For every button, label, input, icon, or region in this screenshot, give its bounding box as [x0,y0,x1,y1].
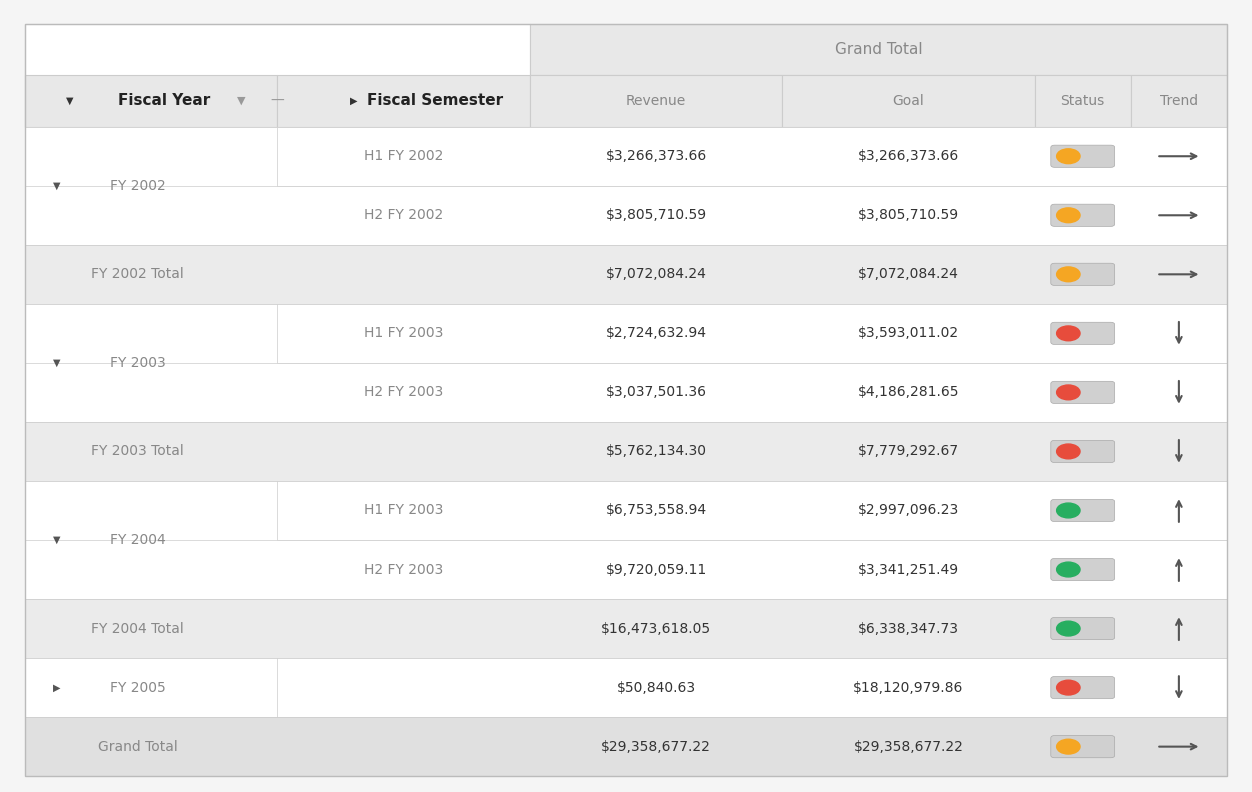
Text: $9,720,059.11: $9,720,059.11 [606,562,706,577]
Text: FY 2002 Total: FY 2002 Total [91,268,184,281]
Text: ▼: ▼ [53,358,60,367]
Text: Fiscal Semester: Fiscal Semester [367,93,503,109]
Text: $6,753,558.94: $6,753,558.94 [606,504,706,517]
Text: $29,358,677.22: $29,358,677.22 [854,740,963,754]
Circle shape [1057,680,1080,695]
Bar [25,481,1227,540]
Circle shape [1057,267,1080,282]
Bar [278,75,530,127]
Bar [1034,75,1131,127]
Text: H2 FY 2003: H2 FY 2003 [364,386,443,399]
Circle shape [1057,739,1080,754]
Bar [25,186,1227,245]
Text: $50,840.63: $50,840.63 [616,680,696,695]
Text: $3,593,011.02: $3,593,011.02 [858,326,959,341]
Text: ▼: ▼ [66,96,74,106]
Text: ▼: ▼ [53,181,60,191]
Text: ▼: ▼ [53,535,60,545]
Bar [1131,75,1227,127]
Circle shape [1057,208,1080,223]
Text: $3,266,373.66: $3,266,373.66 [606,149,706,163]
FancyBboxPatch shape [1050,322,1114,345]
Bar [25,540,1227,599]
Text: Goal: Goal [893,94,924,108]
Bar [25,658,1227,717]
Text: ▶: ▶ [53,683,60,692]
Text: $4,186,281.65: $4,186,281.65 [858,386,959,399]
Bar [25,481,278,599]
Text: $7,072,084.24: $7,072,084.24 [606,268,706,281]
Text: FY 2004: FY 2004 [110,533,165,547]
Text: —: — [270,94,284,108]
Bar [25,658,278,717]
Bar [25,717,1227,776]
Text: $6,338,347.73: $6,338,347.73 [858,622,959,635]
Text: H2 FY 2003: H2 FY 2003 [364,562,443,577]
Text: $3,805,710.59: $3,805,710.59 [858,208,959,223]
Text: Revenue: Revenue [626,94,686,108]
Bar [25,75,278,127]
Circle shape [1057,562,1080,577]
Text: ▼: ▼ [237,96,245,106]
Text: H1 FY 2003: H1 FY 2003 [364,504,443,517]
FancyBboxPatch shape [1050,204,1114,227]
Text: $3,341,251.49: $3,341,251.49 [858,562,959,577]
Bar [25,304,1227,363]
Text: ▶: ▶ [349,96,357,106]
Text: Grand Total: Grand Total [98,740,178,754]
Text: $7,072,084.24: $7,072,084.24 [858,268,959,281]
Bar [25,422,1227,481]
Text: Grand Total: Grand Total [835,42,923,57]
Bar [530,24,1227,75]
Text: H1 FY 2003: H1 FY 2003 [364,326,443,341]
FancyBboxPatch shape [1050,736,1114,758]
FancyBboxPatch shape [1050,618,1114,640]
Text: FY 2003 Total: FY 2003 Total [91,444,184,459]
Text: H1 FY 2002: H1 FY 2002 [364,149,443,163]
Text: Fiscal Year: Fiscal Year [118,93,210,109]
Bar [25,363,1227,422]
Text: $3,037,501.36: $3,037,501.36 [606,386,706,399]
Text: $3,266,373.66: $3,266,373.66 [858,149,959,163]
Bar [25,127,1227,186]
Text: FY 2003: FY 2003 [110,356,165,370]
Bar [25,599,1227,658]
Circle shape [1057,444,1080,459]
FancyBboxPatch shape [1050,381,1114,403]
Bar [530,75,782,127]
Text: $16,473,618.05: $16,473,618.05 [601,622,711,635]
Bar [782,75,1034,127]
Circle shape [1057,621,1080,636]
Text: $18,120,979.86: $18,120,979.86 [854,680,964,695]
FancyBboxPatch shape [1050,263,1114,285]
Bar [25,127,278,245]
FancyBboxPatch shape [1050,440,1114,463]
Text: $3,805,710.59: $3,805,710.59 [606,208,706,223]
Bar [25,24,530,127]
Bar [25,245,1227,304]
Text: Trend: Trend [1159,94,1198,108]
Circle shape [1057,326,1080,341]
Circle shape [1057,503,1080,518]
Text: FY 2002: FY 2002 [110,179,165,192]
Circle shape [1057,149,1080,164]
Text: $7,779,292.67: $7,779,292.67 [858,444,959,459]
Text: $29,358,677.22: $29,358,677.22 [601,740,711,754]
Text: $5,762,134.30: $5,762,134.30 [606,444,706,459]
Text: H2 FY 2002: H2 FY 2002 [364,208,443,223]
FancyBboxPatch shape [1050,145,1114,167]
FancyBboxPatch shape [1050,676,1114,699]
Text: FY 2005: FY 2005 [110,680,165,695]
Circle shape [1057,385,1080,400]
Text: FY 2004 Total: FY 2004 Total [91,622,184,635]
FancyBboxPatch shape [1050,500,1114,522]
Text: Status: Status [1060,94,1104,108]
Text: $2,997,096.23: $2,997,096.23 [858,504,959,517]
FancyBboxPatch shape [1050,558,1114,581]
Bar [25,304,278,422]
Text: $2,724,632.94: $2,724,632.94 [606,326,706,341]
